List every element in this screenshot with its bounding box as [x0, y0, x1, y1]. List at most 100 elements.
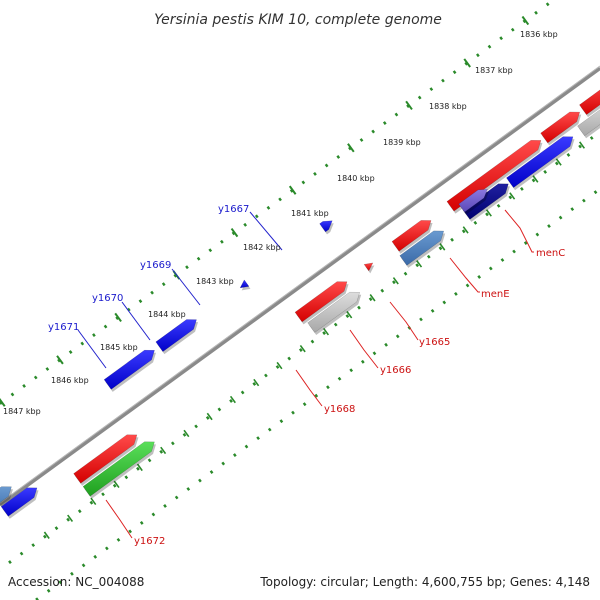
gene-arrow-blue-edge [0, 487, 38, 517]
outer-major-tick [113, 480, 120, 489]
gene-arrow-lavender [458, 188, 488, 213]
ruler-tick [313, 172, 317, 176]
outer-tick [473, 220, 478, 225]
inner-tick [523, 241, 528, 245]
ruler-tick [359, 138, 364, 142]
ruler-tick [45, 367, 50, 371]
outer-tick [275, 365, 280, 369]
gene-arrow-y1668 [294, 281, 348, 323]
ruler-tick [185, 265, 189, 270]
inner-tick [547, 224, 551, 228]
gene-label-y1671[interactable]: y1671 [48, 322, 79, 333]
inner-tick [337, 376, 342, 381]
map-title: Yersinia pestis KIM 10, complete genome [154, 12, 442, 28]
outer-major-tick [392, 277, 399, 285]
inner-tick [500, 258, 505, 262]
outer-tick [159, 449, 164, 454]
ruler-major-tick [521, 15, 530, 26]
gene-arrow-steel-y1665 [399, 230, 445, 266]
ruler-tick [301, 180, 306, 185]
inner-tick [93, 554, 98, 559]
inner-tick [442, 300, 447, 305]
leader-line-y1666 [349, 329, 379, 369]
outer-tick [240, 390, 245, 395]
inner-tick [419, 317, 423, 322]
topology-text: Topology: circular; Length: 4,600,755 bp… [259, 575, 590, 589]
outer-major-tick [183, 429, 190, 438]
outer-tick [496, 203, 501, 208]
outer-tick [136, 466, 140, 471]
outer-tick [392, 280, 396, 285]
inner-tick [430, 308, 435, 313]
leader-line-y1670 [121, 301, 151, 341]
inner-tick [163, 504, 167, 508]
ruler-tick [150, 290, 154, 295]
kbp-label: 1839 kbp [383, 138, 421, 147]
ruler-tick [231, 231, 236, 236]
outer-tick [345, 314, 350, 319]
inner-tick [244, 444, 249, 449]
outer-tick [229, 399, 233, 403]
outer-tick [520, 186, 524, 191]
outer-major-tick [136, 463, 143, 472]
inner-tick [279, 419, 284, 424]
inner-tick [128, 529, 132, 534]
gene-label-y1668[interactable]: y1668 [324, 404, 355, 415]
inner-tick [582, 198, 586, 203]
gene-label-menE[interactable]: menE [481, 289, 510, 300]
inner-tick [558, 215, 563, 220]
inner-tick [58, 580, 63, 585]
outer-tick [182, 432, 187, 437]
ruler-major-tick [347, 143, 355, 153]
kbp-label: 1842 kbp [243, 243, 281, 252]
ruler-tick [487, 44, 492, 49]
leader-line-y1669 [171, 268, 201, 306]
ruler-tick [510, 27, 515, 32]
outer-tick [485, 212, 489, 217]
gene-arrow-red-top [579, 89, 600, 115]
ruler-tick [371, 129, 376, 134]
ruler-tick [80, 341, 85, 346]
outer-major-tick [369, 294, 376, 302]
ruler-major-tick [288, 185, 297, 195]
outer-tick [77, 509, 82, 514]
outer-tick [31, 543, 36, 548]
outer-tick [415, 263, 420, 268]
outer-tick [578, 144, 582, 149]
kbp-label: 1847 kbp [3, 407, 41, 416]
gene-label-y1670[interactable]: y1670 [92, 293, 123, 304]
ruler-tick [429, 87, 434, 92]
gene-label-y1666[interactable]: y1666 [380, 365, 411, 376]
inner-tick [291, 410, 295, 415]
ruler-tick [452, 70, 457, 75]
inner-tick [267, 427, 272, 432]
gene-label-y1665[interactable]: y1665 [419, 337, 450, 348]
outer-tick [543, 170, 548, 174]
outer-tick [124, 475, 129, 480]
outer-major-tick [579, 141, 586, 149]
outer-major-tick [276, 361, 283, 370]
ruler-tick [476, 53, 480, 58]
ruler-tick [382, 121, 387, 125]
kbp-ruler [0, 2, 550, 407]
ruler-major-tick [405, 100, 413, 110]
ruler-tick [92, 333, 96, 337]
outer-major-tick [346, 311, 353, 319]
kbp-label: 1844 kbp [148, 310, 186, 319]
gene-label-menC[interactable]: menC [536, 248, 565, 259]
gene-arrow-y1670 [155, 319, 197, 352]
gene-label-y1672[interactable]: y1672 [134, 536, 165, 547]
ruler-tick [138, 299, 143, 304]
ruler-tick [196, 256, 201, 261]
inner-tick [116, 537, 121, 542]
ruler-tick [336, 155, 341, 159]
ruler-tick [103, 324, 108, 329]
outer-major-tick [67, 514, 74, 522]
outer-major-tick [509, 192, 516, 200]
gene-label-y1667[interactable]: y1667 [218, 204, 249, 215]
gene-label-y1669[interactable]: y1669 [140, 260, 171, 271]
inner-tick [314, 393, 319, 398]
outer-major-tick [229, 395, 236, 404]
ruler-tick [348, 146, 352, 151]
outer-tick [450, 237, 454, 242]
